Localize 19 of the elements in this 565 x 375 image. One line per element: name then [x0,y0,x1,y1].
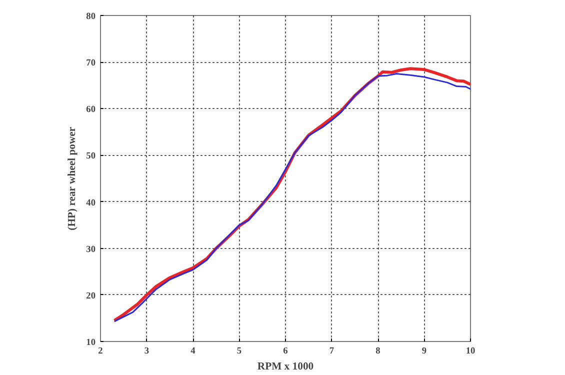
y-tick-label: 10 [86,338,96,348]
x-tick-label: 7 [329,346,334,356]
y-tick-label: 70 [86,58,96,69]
y-tick-label: 20 [86,291,96,302]
y-tick-label: 30 [86,244,96,255]
y-tick-label: 80 [86,12,96,22]
y-tick-label: 50 [86,152,96,162]
x-tick-label: 8 [376,346,381,356]
y-axis-title: (HP) rear wheel power [67,126,78,230]
x-tick-label: 5 [236,346,242,356]
x-tick-label: 9 [422,346,427,356]
y-tick-label: 40 [86,198,96,208]
y-tick-label: 60 [86,105,96,116]
x-tick-label: 4 [190,346,196,356]
x-axis-title: RPM x 1000 [257,362,314,372]
x-tick-label: 6 [283,346,288,356]
x-tick-label: 3 [144,346,150,356]
x-tick-label: 2 [98,346,104,356]
x-tick-label: 10 [466,346,476,356]
